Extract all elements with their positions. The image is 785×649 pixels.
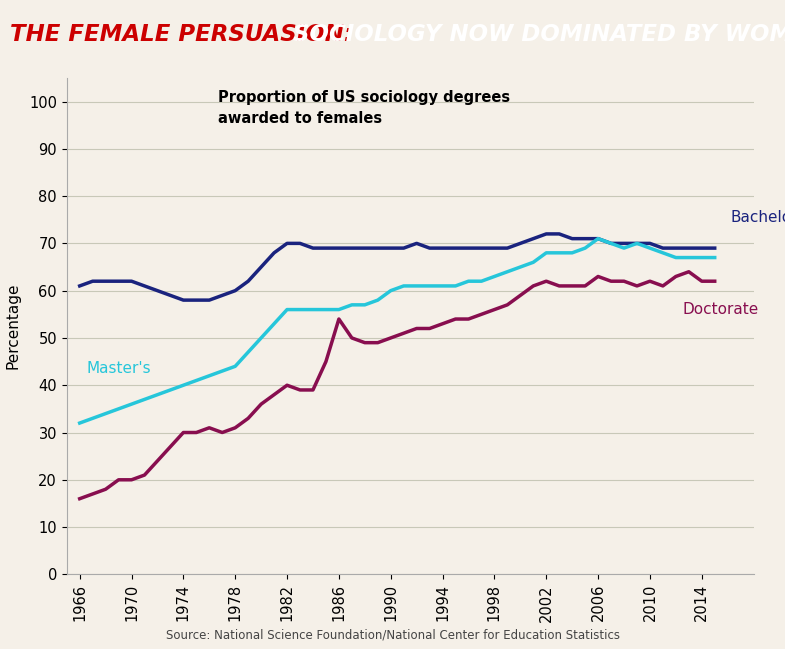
Text: Doctorate: Doctorate [682, 302, 758, 317]
Text: Proportion of US sociology degrees
awarded to females: Proportion of US sociology degrees award… [218, 90, 510, 127]
Y-axis label: Percentage: Percentage [5, 283, 20, 369]
Text: SOCIOLOGY NOW DOMINATED BY WOMEN: SOCIOLOGY NOW DOMINATED BY WOMEN [285, 23, 785, 45]
Text: Master's: Master's [86, 361, 151, 376]
Text: THE FEMALE PERSUASION:: THE FEMALE PERSUASION: [10, 23, 353, 45]
Text: Bachelor's: Bachelor's [730, 210, 785, 225]
Text: Source: National Science Foundation/National Center for Education Statistics: Source: National Science Foundation/Nati… [166, 628, 619, 641]
